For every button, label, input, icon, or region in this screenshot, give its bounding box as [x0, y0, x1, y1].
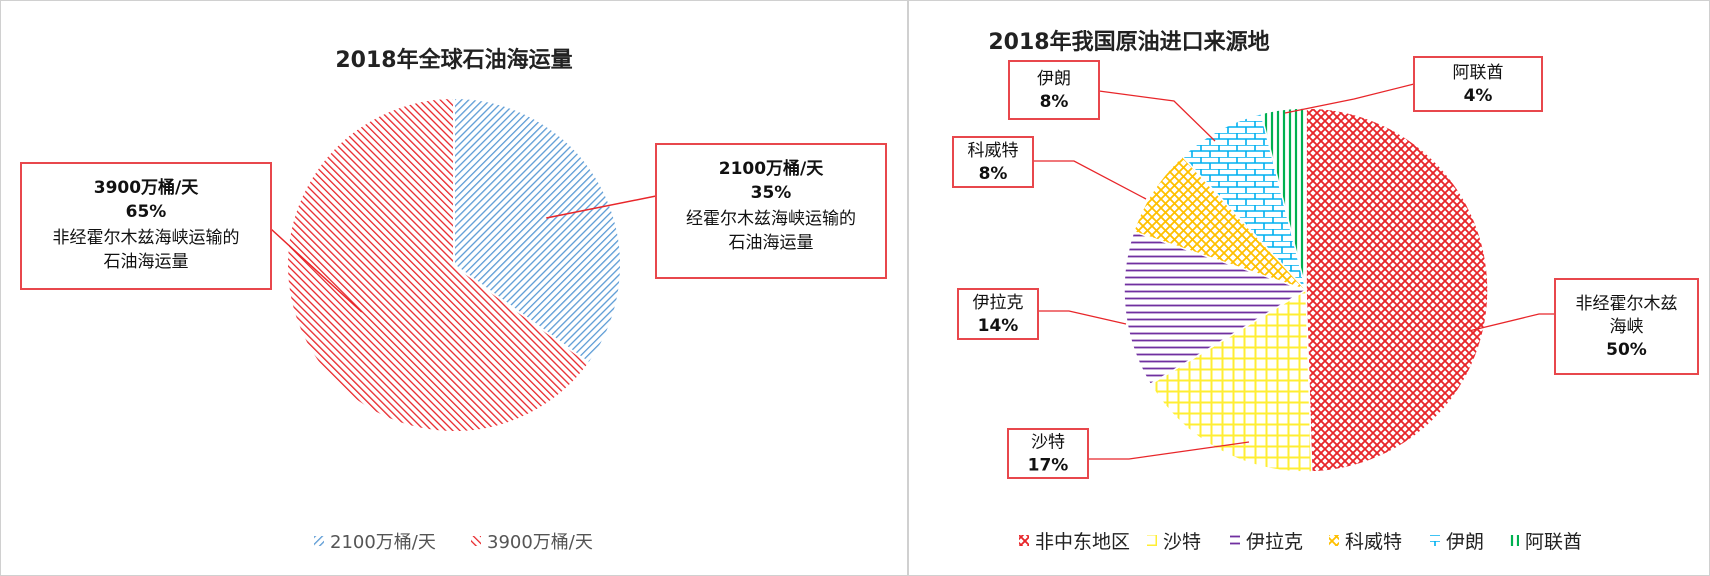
right-legend-label-4: 伊朗 [1446, 531, 1484, 553]
right-data-label-pct-1: 17% [1028, 456, 1069, 476]
left-legend-swatch-0 [314, 536, 324, 546]
left-legend-swatch-1 [471, 536, 481, 546]
right-leader-line-4 [1098, 90, 1216, 142]
left-chart-title: 2018年全球石油海运量 [335, 47, 572, 73]
right-legend-label-3: 科威特 [1345, 531, 1402, 553]
right-pie-slice-2 [1123, 230, 1308, 386]
right-pie-chart: 2018年我国原油进口来源地 非经霍尔木兹海峡 50% 沙特 17% 伊拉克 14% 科威特… [952, 29, 1699, 553]
right-data-label-box-1 [1007, 428, 1089, 479]
right-data-label-name-3-0: 科威特 [968, 141, 1019, 161]
right-legend-swatch-0 [1019, 535, 1029, 546]
left-data-label-box-1 [20, 162, 272, 290]
right-legend-swatch-1 [1147, 535, 1157, 546]
right-legend-swatch-2 [1230, 535, 1240, 546]
right-data-label-box-5 [1413, 56, 1543, 112]
right-data-label-name-1-0: 沙特 [1031, 433, 1065, 453]
right-data-label-name-4-0: 伊朗 [1037, 69, 1071, 89]
right-pie-slice-5 [1260, 107, 1307, 291]
right-data-label-name-0-0: 非经霍尔木兹 [1576, 294, 1678, 314]
right-legend-label-5: 阿联酋 [1525, 531, 1582, 553]
right-data-label-box-3 [952, 136, 1034, 188]
left-legend-label-0: 2100万桶/天 [330, 532, 436, 553]
left-data-label-desc-0-0: 经霍尔木兹海峡运输的 [686, 209, 856, 229]
left-data-label-value-0: 2100万桶/天 [719, 158, 825, 179]
right-chart-panel: 2018年我国原油进口来源地 非经霍尔木兹 海峡 50% 沙特 17% 伊拉克 14% 科威特… [908, 0, 1710, 576]
right-pie-slice-0 [1305, 107, 1489, 473]
left-pie-slice-0 [453, 96, 622, 365]
right-data-label-name-2-0: 伊拉克 [973, 293, 1024, 313]
right-data-label-name-0-1: 海峡 [1610, 317, 1644, 337]
left-data-label-pct-0: 35% [751, 183, 792, 203]
right-data-label-box-4 [1008, 60, 1100, 120]
right-legend-swatch-3 [1329, 535, 1339, 546]
right-pie-slice-3 [1132, 155, 1307, 291]
right-legend-label-1: 沙特 [1163, 531, 1201, 553]
right-legend-swatch-4 [1430, 535, 1440, 546]
right-data-label-pct-0: 50% [1606, 340, 1647, 360]
left-data-label-value-1: 3900万桶/天 [94, 177, 200, 198]
right-pie-slice-4 [1181, 112, 1307, 291]
right-chart-title: 2018年我国原油进口来源地 [988, 29, 1269, 55]
right-legend-label-0: 非中东地区 [1035, 531, 1130, 553]
right-data-label-pct-3: 8% [979, 164, 1008, 184]
right-data-label-pct-5: 4% [1464, 86, 1493, 106]
right-data-label-pct-4: 8% [1040, 92, 1069, 112]
left-data-label-pct-1: 65% [126, 202, 167, 222]
right-legend-swatch-5 [1509, 535, 1519, 546]
left-pie-slice-1 [286, 96, 591, 433]
left-leader-line-0 [546, 195, 657, 219]
right-pie-slice-1 [1149, 288, 1313, 473]
left-chart-panel: 2018年全球石油海运量 2100万桶/天 35% 经霍尔木兹海峡运输的 石油海运量 3… [0, 0, 908, 576]
right-data-label-pct-2: 14% [978, 316, 1019, 336]
left-pie-chart: 2018年全球石油海运量 2100万桶/天35%经霍尔木兹海峡运输的石油海运量3… [20, 47, 887, 553]
left-data-label-box-0 [655, 143, 887, 279]
left-legend-label-1: 3900万桶/天 [487, 532, 593, 553]
right-leader-line-3 [1033, 160, 1147, 200]
right-leader-line-2 [1038, 310, 1127, 325]
left-data-label-desc-1-0: 非经霍尔木兹海峡运输的 [53, 228, 240, 248]
right-data-label-box-0 [1554, 278, 1699, 375]
right-leader-line-5 [1284, 83, 1415, 114]
left-data-label-desc-1-1: 石油海运量 [104, 252, 189, 272]
right-data-label-box-2 [957, 288, 1039, 340]
right-legend-label-2: 伊拉克 [1246, 531, 1303, 553]
right-data-label-name-5-0: 阿联酋 [1453, 63, 1504, 83]
left-leader-line-1 [270, 228, 363, 313]
right-leader-line-1 [1088, 441, 1250, 460]
right-leader-line-0 [1468, 313, 1555, 332]
left-data-label-desc-0-1: 石油海运量 [729, 233, 814, 253]
